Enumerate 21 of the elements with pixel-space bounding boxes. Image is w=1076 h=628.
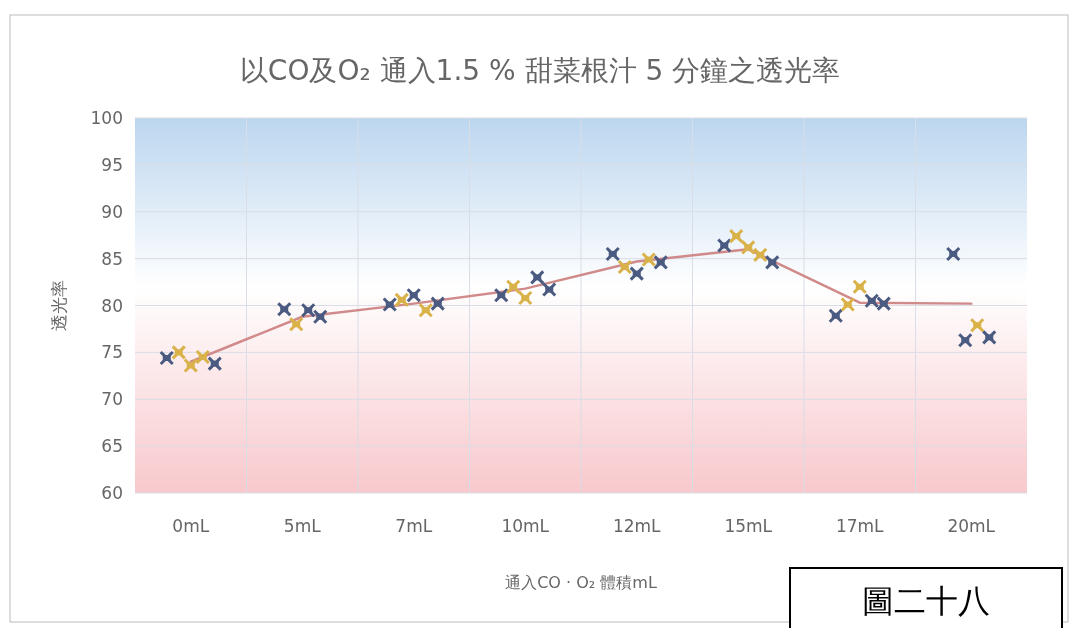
x-tick-label: 15mL xyxy=(724,516,773,536)
x-tick-label: 10mL xyxy=(501,516,550,536)
chart-title: 以CO及O₂ 通入1.5 % 甜菜根汁 5 分鐘之透光率 xyxy=(239,54,841,87)
y-tick-label: 85 xyxy=(101,248,123,269)
y-tick-label: 90 xyxy=(101,201,123,222)
y-tick-label: 95 xyxy=(101,154,123,175)
x-tick-label: 17mL xyxy=(835,516,885,536)
y-tick-label: 100 xyxy=(90,108,123,128)
x-tick-label: 7mL xyxy=(395,516,433,536)
y-tick-label: 60 xyxy=(101,483,123,503)
x-tick-label: 0mL xyxy=(172,516,210,536)
y-tick-label: 65 xyxy=(101,436,123,457)
x-tick-label: 20mL xyxy=(947,516,996,536)
y-tick-label: 75 xyxy=(101,342,123,363)
text: 圖二十八 xyxy=(862,582,990,620)
x-tick-label: 12mL xyxy=(612,516,662,536)
y-tick-label: 70 xyxy=(101,389,123,410)
y-axis-title: 透光率 xyxy=(49,280,69,331)
x-axis-title: 通入CO · O₂ 體積mL xyxy=(505,573,657,592)
y-tick-label: 80 xyxy=(101,295,123,316)
x-tick-label: 5mL xyxy=(283,516,322,536)
